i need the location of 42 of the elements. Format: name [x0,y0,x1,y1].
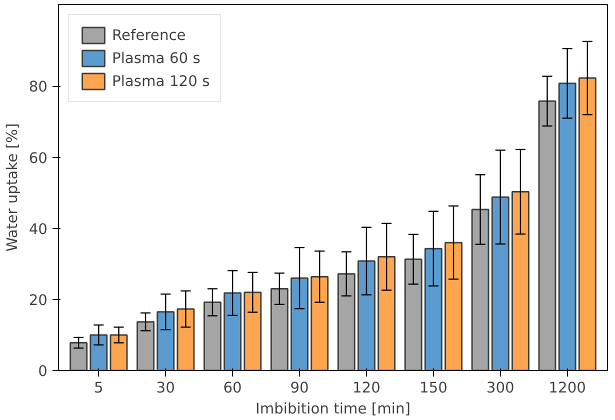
y-axis-title: Water uptake [%] [4,123,21,252]
x-tick-label: 90 [290,380,309,396]
x-axis-title: Imbibition time [min] [256,400,410,418]
legend-label: Plasma 120 s [112,72,210,90]
bar [290,277,309,370]
x-tick-label: 1200 [548,380,586,396]
bar [310,276,329,370]
bar [444,242,462,370]
bar [136,321,155,370]
x-tick-label: 30 [156,380,175,396]
bar [471,208,490,370]
bar [70,342,88,370]
bar [270,288,288,370]
x-tick-label: 300 [486,380,514,396]
y-tick-label: 40 [28,220,48,238]
legend-label: Reference [112,26,186,44]
bar [357,260,376,370]
bar [578,77,596,370]
y-tick-label: 60 [28,150,48,167]
bar [156,311,175,370]
y-tick-label: 20 [28,292,48,309]
x-tick-label: 60 [223,380,242,396]
bar [404,258,422,370]
y-tick-label: 80 [28,78,48,96]
y-tick-label: 0 [38,363,48,380]
x-tick-label: 120 [352,380,380,396]
bar [511,191,530,370]
bar [491,196,510,370]
x-tick-label: 5 [94,380,104,396]
legend-label: Plasma 60 s [112,50,200,66]
bar [538,100,556,370]
bar [110,334,128,370]
bar [558,82,576,370]
bar [224,292,242,370]
bar [176,308,195,370]
x-tick-label: 150 [419,380,448,396]
bar [244,292,262,370]
bar [424,248,442,370]
bar [204,302,222,370]
bar [378,256,396,370]
bar [90,334,108,370]
bar [337,273,356,370]
